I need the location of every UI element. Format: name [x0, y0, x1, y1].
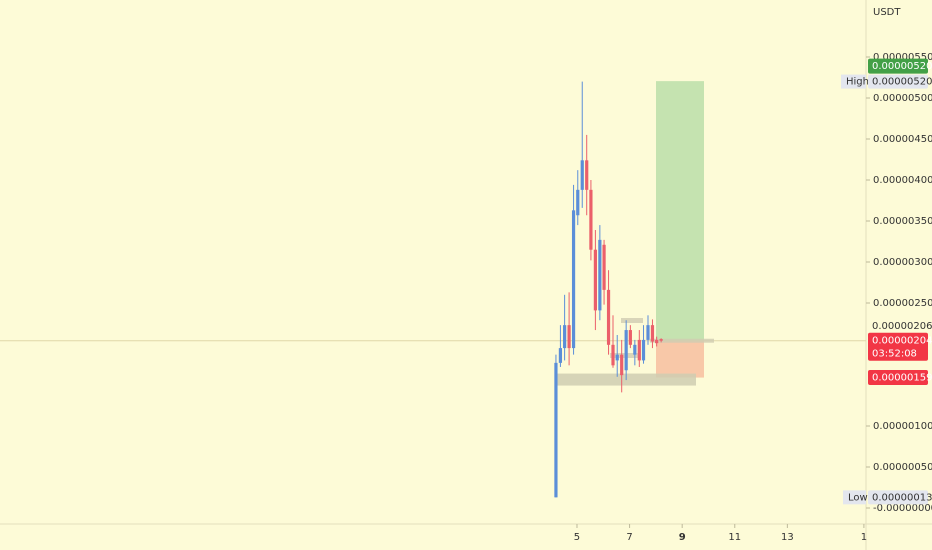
- drawing-rect: [621, 318, 643, 323]
- x-tick-label: 11: [728, 532, 741, 543]
- candle-body: [563, 325, 567, 349]
- y-tick-label: 0.0000010000: [873, 421, 932, 432]
- price-label-bg: [868, 318, 928, 333]
- candle-body: [585, 160, 589, 190]
- price-label-bg: [868, 490, 928, 505]
- y-tick-label: 0.0000055000: [873, 52, 932, 63]
- y-tick-label: 0.0000035000: [873, 216, 932, 227]
- candle-body: [624, 330, 628, 371]
- candle-body: [598, 239, 602, 311]
- candle-body: [576, 189, 580, 216]
- candle-body: [620, 354, 624, 376]
- price-label-bg: [868, 370, 928, 386]
- y-tick-label: -0.0000000000: [873, 503, 932, 514]
- y-tick-label: 0.0000025000: [873, 298, 932, 309]
- unit: USDT: [873, 7, 901, 18]
- price-label: 0.0000020619: [872, 321, 932, 332]
- y-tick-label: 0.0000045000: [873, 134, 932, 145]
- price-label: 0.0000052000: [872, 77, 932, 88]
- price-label-bg: [868, 58, 928, 74]
- candle-body: [602, 244, 606, 290]
- marker-name-bg: [843, 490, 866, 505]
- candle-body: [593, 249, 597, 311]
- candle-body: [659, 339, 663, 341]
- candle-body: [554, 362, 558, 498]
- marker-name: High: [846, 77, 869, 88]
- last-price-bg: [868, 332, 928, 361]
- candle-body: [615, 354, 619, 361]
- entry-rect: [650, 338, 714, 343]
- y-tick-label: 0.0000005000: [873, 462, 932, 473]
- candle-body: [580, 160, 584, 190]
- target-zone: [656, 81, 704, 341]
- marker-name-bg: [841, 74, 866, 89]
- x-tick-label: 7: [626, 532, 632, 543]
- price-label: 0.0000001300: [872, 492, 932, 503]
- x-tick-label: 1: [861, 532, 867, 543]
- candle-body: [558, 348, 563, 363]
- candle-body: [571, 210, 576, 349]
- candle-body: [567, 325, 571, 349]
- price-label: 0.0000015908: [872, 373, 932, 384]
- candle-body: [655, 339, 659, 344]
- y-tick-label: 0.0000030000: [873, 257, 932, 268]
- candle-body: [628, 330, 632, 345]
- candle-body: [611, 344, 615, 366]
- x-tick-label: 5: [574, 532, 580, 543]
- stop-zone: [656, 340, 704, 378]
- price-label: 0.0000052056: [872, 61, 932, 72]
- candle-body: [633, 344, 637, 355]
- candle-body: [637, 339, 641, 361]
- x-tick-label: 9: [679, 532, 686, 543]
- x-tick-label: 13: [781, 532, 794, 543]
- price-label-bg: [868, 74, 928, 89]
- y-tick-label: 0.0000050000: [873, 93, 932, 104]
- candle-body: [646, 325, 650, 340]
- candle-body: [641, 339, 646, 361]
- marker-name: Low: [848, 492, 868, 503]
- candle-body: [650, 325, 655, 342]
- candle-body: [589, 189, 593, 250]
- y-tick-label: 0.0000040000: [873, 175, 932, 186]
- last-price-label: 0.0000020400: [872, 336, 932, 347]
- candle-body: [606, 289, 611, 345]
- countdown: 03:52:08: [872, 349, 917, 360]
